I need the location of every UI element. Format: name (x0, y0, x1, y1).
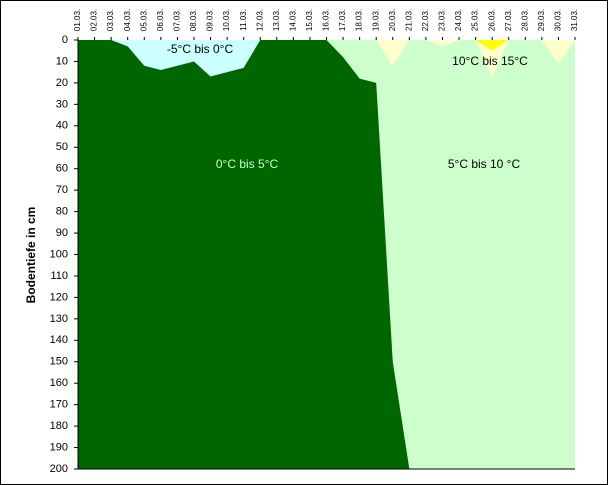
zone-area (541, 40, 575, 64)
y-tick-label: 140 (50, 334, 68, 346)
x-tick-label: 20.03. (388, 9, 397, 31)
y-tick-label: 30 (56, 98, 68, 110)
y-tick-label: 170 (50, 399, 68, 411)
y-tick-label: 80 (56, 206, 68, 218)
x-tick-label: 17.03. (338, 9, 347, 31)
x-tick-label: 08.03. (189, 9, 198, 31)
x-tick-label: 23.03. (438, 9, 447, 31)
x-tick-label: 12.03. (255, 9, 264, 31)
y-tick-label: 190 (50, 441, 68, 453)
y-axis-title: Bodentiefe in cm (24, 207, 38, 304)
y-tick-label: 200 (50, 463, 68, 475)
x-tick-label: 13.03. (272, 9, 281, 31)
x-tick-label: 22.03. (421, 9, 430, 31)
zone-area (475, 40, 509, 51)
x-tick-label: 31.03. (570, 9, 579, 31)
x-tick-label: 19.03. (371, 9, 380, 31)
x-tick-label: 16.03. (322, 9, 331, 31)
y-tick-label: 60 (56, 163, 68, 175)
x-tick-label: 11.03. (239, 9, 248, 31)
x-tick-label: 27.03. (504, 9, 513, 31)
y-tick-label: 90 (56, 227, 68, 239)
x-tick-label: 14.03. (288, 9, 297, 31)
y-tick-label: 130 (50, 313, 68, 325)
x-tick-label: 26.03. (487, 9, 496, 31)
y-tick-label: 160 (50, 377, 68, 389)
x-tick-label: 07.03. (173, 9, 182, 31)
y-tick-label: 100 (50, 248, 68, 260)
x-tick-label: 30.03. (554, 9, 563, 31)
x-tick-label: 15.03. (305, 9, 314, 31)
x-tick-label: 05.03. (139, 9, 148, 31)
x-tick-label: 21.03. (404, 9, 413, 31)
x-tick-label: 24.03. (454, 9, 463, 31)
y-tick-label: 120 (50, 291, 68, 303)
x-tick-label: 10.03. (222, 9, 231, 31)
y-tick-label: 10 (56, 55, 68, 67)
zone-label: -5°C bis 0°C (167, 42, 234, 56)
zone-area (111, 40, 261, 77)
x-tick-label: 06.03. (156, 9, 165, 31)
plot-area (78, 40, 575, 469)
zone-label: 10°C bis 15°C (452, 54, 528, 68)
x-tick-label: 01.03. (73, 9, 82, 31)
x-tick-label: 28.03. (520, 9, 529, 31)
x-tick-label: 04.03. (123, 9, 132, 31)
zone-label: 0°C bis 5°C (216, 157, 279, 171)
y-tick-label: 70 (56, 184, 68, 196)
y-tick-label: 20 (56, 77, 68, 89)
x-tick-label: 09.03. (206, 9, 215, 31)
x-tick-label: 02.03. (90, 9, 99, 31)
y-tick-label: 180 (50, 420, 68, 432)
zone-label: 5°C bis 10 °C (448, 157, 521, 171)
y-tick-label: 0 (62, 34, 68, 46)
x-tick-label: 25.03. (471, 9, 480, 31)
y-tick-label: 110 (50, 270, 68, 282)
x-tick-label: 03.03. (106, 9, 115, 31)
y-tick-label: 40 (56, 120, 68, 132)
y-tick-label: 50 (56, 141, 68, 153)
x-tick-label: 18.03. (355, 9, 364, 31)
zone-area (78, 40, 410, 469)
y-tick-label: 150 (50, 356, 68, 368)
x-tick-label: 29.03. (537, 9, 546, 31)
